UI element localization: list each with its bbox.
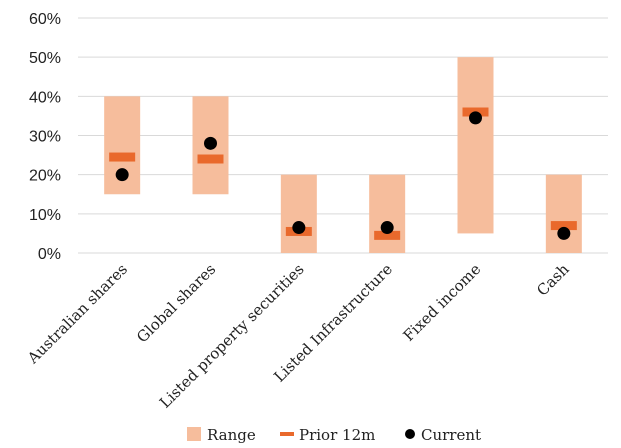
- y-tick-label: 10%: [29, 207, 61, 224]
- y-axis-tick-labels: 0% 10% 20% 30% 40% 50% 60%: [29, 11, 61, 263]
- y-tick-label: 0%: [38, 246, 61, 263]
- gridlines: [78, 17, 608, 254]
- current-marker: [292, 221, 306, 235]
- category-label: Listed property securities: [156, 260, 308, 412]
- range-bar: [280, 174, 317, 253]
- y-tick-label: 60%: [29, 11, 61, 28]
- y-tick-label: 30%: [29, 129, 61, 146]
- range-bar: [457, 57, 494, 234]
- prior-12m-marker: [374, 230, 401, 240]
- prior-markers: [109, 107, 577, 240]
- legend-current-label: Current: [421, 426, 481, 444]
- category-label: Australian shares: [23, 260, 131, 368]
- current-marker: [557, 226, 571, 240]
- legend-prior-swatch: [280, 432, 294, 436]
- prior-12m-marker: [197, 154, 224, 164]
- range-bar: [369, 174, 406, 253]
- y-tick-label: 20%: [29, 168, 61, 185]
- current-marker: [115, 168, 129, 182]
- y-tick-label: 50%: [29, 50, 61, 67]
- legend-current-swatch: [405, 429, 415, 439]
- prior-12m-marker: [550, 221, 577, 231]
- legend: Range Prior 12m Current: [187, 426, 481, 444]
- current-marker: [380, 221, 394, 235]
- range-bar: [545, 174, 582, 253]
- current-marker: [469, 111, 482, 125]
- category-label: Fixed income: [400, 260, 485, 345]
- category-label: Global shares: [133, 260, 219, 346]
- range-bars: [104, 57, 582, 253]
- legend-range-label: Range: [207, 426, 256, 444]
- legend-prior-label: Prior 12m: [299, 426, 375, 444]
- y-tick-label: 40%: [29, 89, 61, 106]
- current-markers: [115, 111, 571, 240]
- prior-12m-marker: [109, 152, 136, 162]
- current-marker: [204, 136, 217, 150]
- legend-range-swatch: [187, 427, 201, 441]
- category-label: Cash: [533, 260, 573, 300]
